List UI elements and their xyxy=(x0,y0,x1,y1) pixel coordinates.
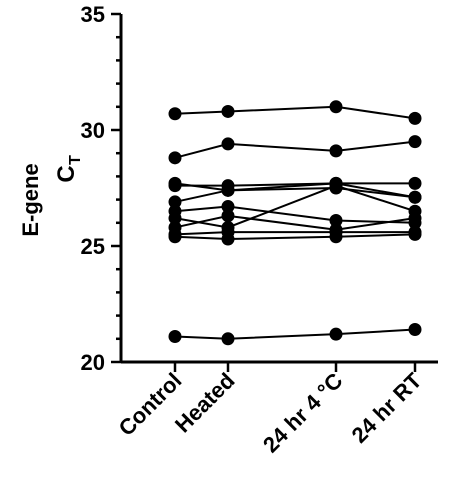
x-tick-label: 24 hr RT xyxy=(347,367,427,447)
data-point xyxy=(221,209,235,223)
y-axis-label-line1: E-gene xyxy=(18,163,43,236)
data-point xyxy=(221,200,235,214)
series-line xyxy=(174,140,416,159)
series-line xyxy=(175,182,416,199)
y-axis: 20 25 30 35 xyxy=(81,2,123,375)
series-line xyxy=(174,231,415,236)
data-point xyxy=(221,232,235,246)
data-point xyxy=(221,183,235,197)
series-line xyxy=(174,186,416,203)
x-tick-label: Control xyxy=(114,368,187,441)
data-point xyxy=(329,213,343,227)
data-point xyxy=(168,230,182,244)
series-line xyxy=(174,233,416,241)
series-line xyxy=(174,328,416,340)
y-tick-label: 25 xyxy=(81,234,105,259)
series-10 xyxy=(168,227,422,246)
data-point xyxy=(329,144,343,158)
data-point xyxy=(221,104,235,118)
data-point xyxy=(329,230,343,244)
x-tick-label: Heated xyxy=(170,368,240,438)
data-point xyxy=(168,211,182,225)
data-point xyxy=(408,176,422,190)
series-line xyxy=(174,182,415,192)
data-point xyxy=(221,137,235,151)
data-point xyxy=(408,211,422,225)
x-tick-label: 24 hr 4 °C xyxy=(258,368,348,458)
data-point xyxy=(168,107,182,121)
y-tick-label: 30 xyxy=(81,118,105,143)
data-point xyxy=(408,323,422,337)
data-point xyxy=(168,151,182,165)
data-point xyxy=(329,179,343,193)
series-group xyxy=(168,100,422,346)
data-point xyxy=(408,227,422,241)
y-tick-label: 20 xyxy=(81,350,105,375)
series-line xyxy=(174,214,416,231)
series-1 xyxy=(168,100,422,125)
y-axis-label-ct: C xyxy=(53,165,80,182)
series-4 xyxy=(168,176,422,204)
data-point xyxy=(329,100,343,114)
data-point xyxy=(408,111,422,125)
series-line xyxy=(174,105,416,120)
data-point xyxy=(168,329,182,343)
data-point xyxy=(221,332,235,346)
y-axis-label-ct-subscript: T xyxy=(67,155,84,165)
data-point xyxy=(408,190,422,204)
series-11 xyxy=(168,323,422,346)
series-line xyxy=(174,184,416,229)
data-point xyxy=(408,135,422,149)
y-tick-label: 35 xyxy=(81,2,105,27)
data-point xyxy=(168,179,182,193)
series-2 xyxy=(168,135,422,165)
series-line xyxy=(174,205,416,224)
data-point xyxy=(329,327,343,341)
data-point xyxy=(168,195,182,209)
